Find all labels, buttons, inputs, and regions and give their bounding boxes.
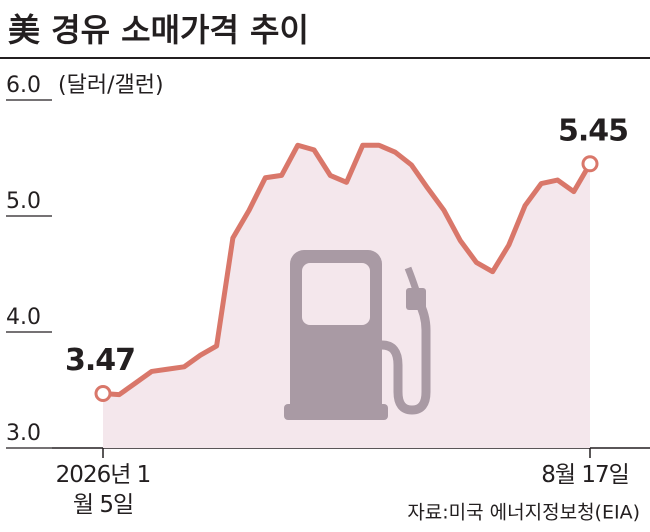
fuel-pump-icon [284,250,431,420]
y-axis-unit: (달러/갤런) [58,73,164,98]
x-tick-label: 2026년 1월 5일 [55,462,152,518]
y-tick-label: 3.0 [6,421,41,446]
value-label: 5.45 [558,113,628,148]
line [102,142,593,398]
end-point [581,155,599,173]
y-tick-label: 4.0 [6,305,41,330]
y-tick-label: 5.0 [6,189,41,214]
source: 자료:미국 에너지정보청(EIA) [407,502,640,524]
value-label: 3.47 [65,343,135,378]
y-tick-label: 6.0 [6,73,41,98]
end-point [94,384,112,402]
chart-title: 美 경유 소매가격 추이 [8,11,309,49]
x-tick-label: 8월 17일 [541,462,630,488]
